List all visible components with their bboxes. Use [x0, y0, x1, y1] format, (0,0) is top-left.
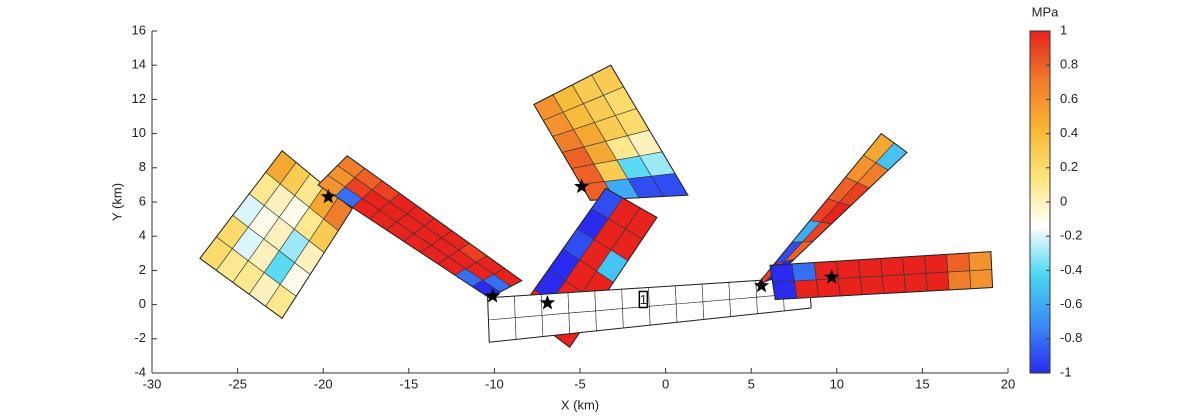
epicenter-star	[539, 294, 556, 310]
fault-cell	[772, 280, 798, 300]
fault-outline	[519, 187, 658, 349]
fault-cell	[858, 258, 883, 278]
y-tick-label: 0	[139, 296, 146, 311]
fault	[755, 132, 908, 287]
x-tick-label: -20	[314, 376, 333, 391]
fault-cell	[769, 263, 795, 283]
fault-cell	[794, 279, 820, 299]
y-tick-label: 2	[139, 262, 146, 277]
x-tick-label: 20	[1001, 376, 1015, 391]
fault-cell	[859, 275, 885, 296]
fault-cell	[902, 255, 927, 276]
fault-cell	[702, 299, 732, 320]
x-tick-label: -25	[228, 376, 247, 391]
fault-cell	[880, 256, 905, 277]
y-tick-label: -4	[134, 364, 146, 379]
fault-cell	[701, 282, 731, 303]
x-tick-label: 5	[748, 376, 755, 391]
fault-cell	[925, 271, 950, 292]
fault-cell	[675, 301, 705, 323]
y-tick-label: 14	[132, 57, 146, 72]
y-tick-label: 10	[132, 125, 146, 140]
fault-cell	[946, 252, 971, 273]
fault-cell	[594, 288, 623, 312]
fault	[769, 251, 994, 301]
x-tick-label: -10	[485, 376, 504, 391]
fault-cell	[648, 285, 677, 307]
epicenter-star	[485, 288, 501, 303]
epicenter-star	[824, 269, 840, 284]
fault-cell	[968, 251, 993, 272]
y-axis-label: Y (km)	[109, 183, 124, 221]
colorbar-tick-label: 0.6	[1060, 91, 1078, 106]
y-tick-label: 16	[132, 22, 146, 37]
fault-cell	[514, 293, 543, 319]
annotation: 1	[640, 292, 647, 307]
fault-outline	[769, 251, 994, 301]
fault-cell	[924, 253, 949, 274]
fault-cell	[541, 312, 571, 337]
epicenter-star	[753, 277, 770, 293]
fault-outline	[487, 276, 812, 343]
fault-cell	[514, 315, 544, 340]
fault-cell	[674, 283, 704, 305]
fault-cell	[837, 276, 863, 297]
fault	[533, 64, 689, 201]
colorbar-tick-label: -1	[1060, 364, 1072, 379]
fault-cell	[488, 317, 517, 343]
fault	[317, 155, 523, 299]
colorbar-tick-label: 0.2	[1060, 159, 1078, 174]
y-tick-label: 6	[139, 193, 146, 208]
x-tick-label: 10	[830, 376, 844, 391]
colorbar-tick-label: -0.2	[1060, 228, 1082, 243]
fault-cell	[791, 262, 817, 282]
x-tick-label: 15	[915, 376, 929, 391]
colorbar-tick-label: 0	[1060, 193, 1067, 208]
colorbar-label: MPa	[1032, 4, 1060, 19]
epicenter-star	[320, 188, 336, 204]
colorbar-tick-label: 0.4	[1060, 125, 1078, 140]
fault-cell	[969, 269, 993, 290]
fault-cell	[903, 273, 928, 293]
colorbar-tick-label: 0.8	[1060, 57, 1078, 72]
y-tick-label: 4	[139, 228, 146, 243]
y-tick-label: -2	[134, 330, 146, 345]
fault-cell	[648, 303, 678, 326]
colorbar-tick-label: -0.8	[1060, 330, 1082, 345]
y-tick-label: 12	[132, 91, 146, 106]
y-tick-label: 8	[139, 159, 146, 174]
colorbar-tick-label: -0.4	[1060, 262, 1082, 277]
fault-cell	[622, 305, 651, 329]
fault-outline	[533, 64, 689, 201]
fault-cell	[595, 308, 624, 332]
fault-cell	[568, 310, 597, 335]
fault-cell	[728, 280, 757, 300]
x-tick-label: -5	[574, 376, 586, 391]
epicenter-star	[574, 178, 590, 194]
x-tick-label: 0	[662, 376, 669, 391]
x-tick-label: -15	[399, 376, 418, 391]
fault-cell	[947, 270, 972, 291]
annotation-box	[638, 290, 649, 309]
fault	[199, 149, 353, 320]
colorbar-tick-label: -0.6	[1060, 296, 1082, 311]
fault-cell	[835, 259, 861, 279]
colorbar-tick-label: 1	[1060, 22, 1067, 37]
fault-cell	[567, 290, 597, 314]
fault-cell	[881, 274, 906, 294]
x-tick-label: -30	[143, 376, 162, 391]
x-axis-label: X (km)	[561, 397, 599, 412]
fault	[519, 187, 658, 349]
